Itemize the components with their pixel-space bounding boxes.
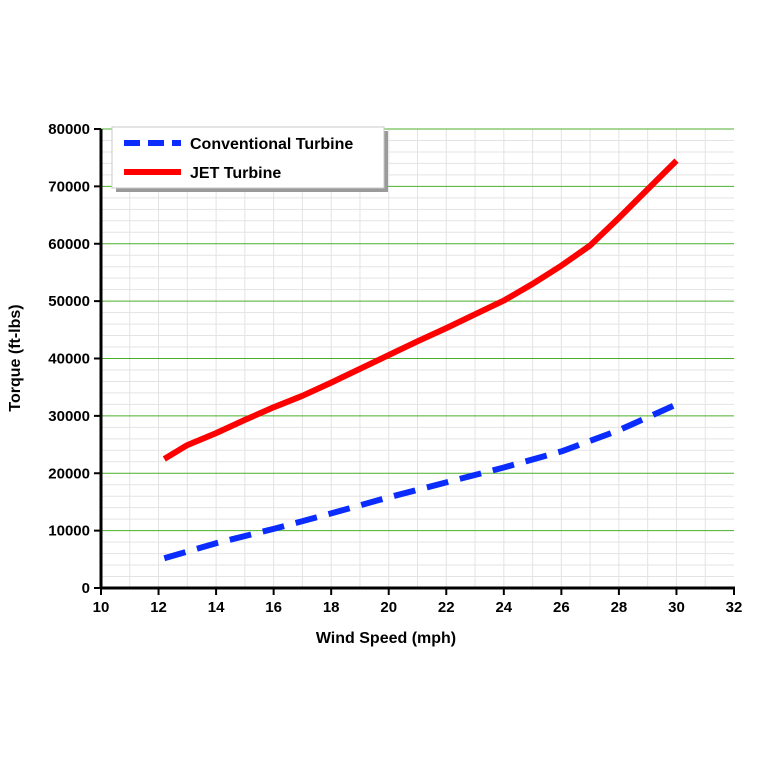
x-tick-label: 28 <box>611 599 628 616</box>
tick-labels: 10 12 14 16 18 20 22 24 26 28 30 32 0 10000 20000 30000… <box>48 121 742 616</box>
y-tick-label: 20000 <box>48 465 90 482</box>
y-tick-label: 0 <box>82 580 90 597</box>
legend-box <box>111 126 385 189</box>
x-tick-label: 32 <box>726 599 743 616</box>
legend-label-jet: JET Turbine <box>190 165 281 182</box>
x-tick-label: 26 <box>553 599 570 616</box>
y-tick-label: 40000 <box>48 351 90 368</box>
y-tick-label: 70000 <box>48 178 90 195</box>
y-tick-label: 80000 <box>48 121 90 138</box>
y-tick-label: 30000 <box>48 408 90 425</box>
x-tick-label: 20 <box>380 599 397 616</box>
x-tick-label: 16 <box>265 599 282 616</box>
x-tick-label: 24 <box>495 599 512 616</box>
x-tick-label: 10 <box>93 599 110 616</box>
y-tick-label: 10000 <box>48 523 90 540</box>
x-axis-title: Wind Speed (mph) <box>316 630 456 647</box>
series-lines <box>162 158 679 562</box>
y-tick-label: 50000 <box>48 293 90 310</box>
series-line-jet-turbine <box>162 158 679 462</box>
y-tick-label: 60000 <box>48 236 90 253</box>
legend: Conventional Turbine JET Turbine <box>111 126 388 192</box>
legend-label-conventional: Conventional Turbine <box>190 136 353 153</box>
x-tick-label: 14 <box>208 599 225 616</box>
x-tick-label: 12 <box>150 599 167 616</box>
y-axis-title: Torque (ft-lbs) <box>7 304 24 411</box>
x-tick-label: 22 <box>438 599 455 616</box>
x-tick-label: 30 <box>668 599 685 616</box>
series-line-conventional-turbine <box>163 401 678 562</box>
axes <box>94 128 735 595</box>
x-tick-label: 18 <box>323 599 340 616</box>
